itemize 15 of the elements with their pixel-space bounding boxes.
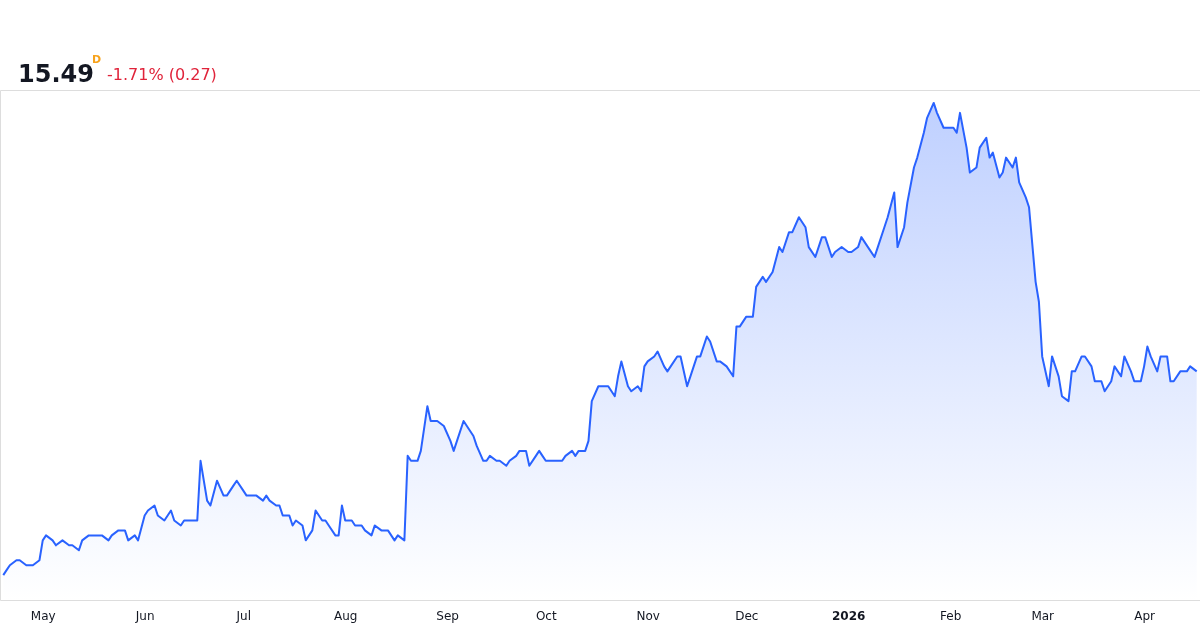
chart-title: 15.49 <box>18 60 94 88</box>
x-tick-label: Feb <box>940 608 962 623</box>
x-tick-label: Aug <box>333 608 358 623</box>
x-tick-label: 2026 <box>832 608 866 623</box>
x-tick-label: Mar <box>1031 608 1055 623</box>
x-tick-label: Jun <box>134 608 155 623</box>
x-tick-label: May <box>30 608 56 623</box>
x-tick-label: Oct <box>535 608 557 623</box>
x-tick-label: Jul <box>235 608 252 623</box>
x-tick-label: Dec <box>735 608 759 623</box>
x-tick-label: Sep <box>436 608 459 623</box>
x-tick-label: Nov <box>636 608 660 623</box>
text: -1.71% (0.27) <box>107 65 217 84</box>
x-tick-label: Apr <box>1134 608 1156 623</box>
text: D <box>92 53 102 66</box>
